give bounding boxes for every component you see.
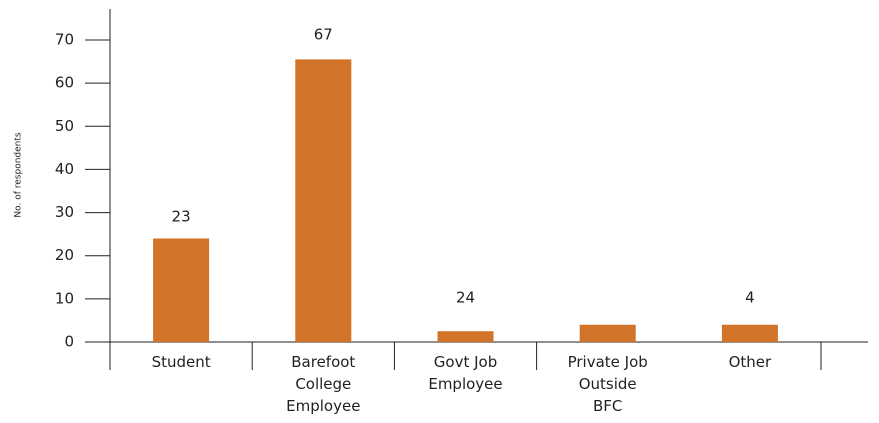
annotation: 4 (745, 289, 755, 307)
x-tick-label: Govt Job Employee (428, 353, 502, 393)
bar (579, 324, 636, 342)
annotation: 23 (172, 208, 191, 226)
x-tick-label: Other (729, 353, 772, 371)
bar (295, 59, 352, 343)
x-tick-label: Barefoot College Employee (286, 353, 360, 415)
annotation: 67 (314, 26, 333, 44)
bar (721, 324, 778, 342)
y-tick-label: 0 (64, 333, 74, 351)
bar (153, 238, 210, 342)
y-axis-label: No. of respondents (14, 132, 24, 217)
y-tick-label: 20 (55, 246, 74, 264)
annotation: 24 (456, 289, 475, 307)
y-tick-label: 10 (55, 289, 74, 307)
x-tick-label: Student (152, 353, 211, 371)
y-tick-label: 70 (55, 31, 74, 49)
y-tick-label: 50 (55, 117, 74, 135)
y-tick-label: 40 (55, 160, 74, 178)
y-tick-label: 60 (55, 74, 74, 92)
bar (437, 331, 494, 342)
x-tick-label: Private Job Outside BFC (568, 353, 648, 415)
y-tick-label: 30 (55, 203, 74, 221)
